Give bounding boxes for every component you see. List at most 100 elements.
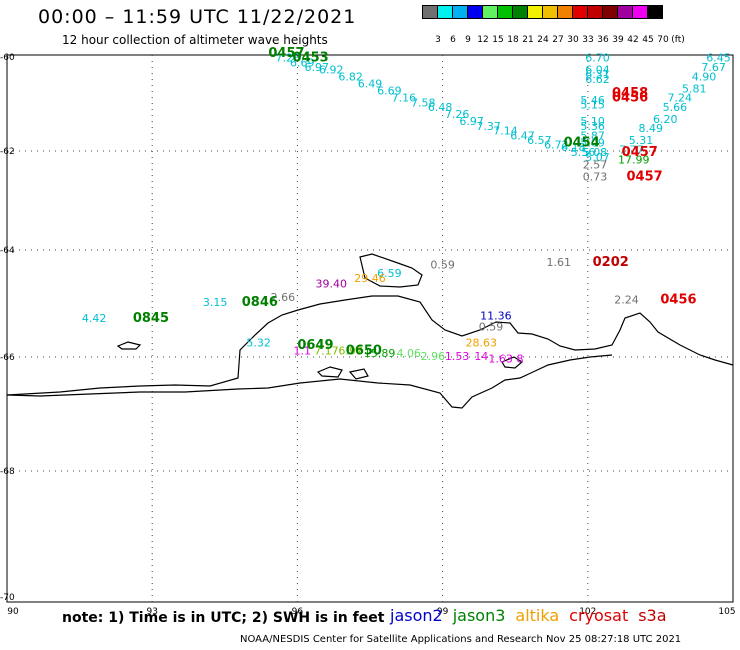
pass-time-label: 0457	[622, 145, 658, 160]
wave-height-value: 7.24	[668, 92, 693, 105]
island-small	[116, 341, 142, 350]
pass-time-label: 0457	[268, 46, 304, 61]
satellite-legend: jason2 jason3 altika cryosat s3a	[390, 606, 677, 625]
scale-label: 45	[642, 35, 654, 45]
pass-time-label: 0845	[133, 311, 169, 326]
wave-height-value: 5.09	[580, 136, 605, 149]
scale-label: 30	[567, 35, 579, 45]
wave-height-value: 5.36	[580, 120, 605, 133]
wave-height-value: 39.40	[316, 277, 348, 290]
wave-height-value: 0.59	[479, 320, 504, 333]
pass-time-label: 0457	[627, 170, 663, 185]
map-grid	[7, 55, 733, 602]
wave-height-value: 6.72	[544, 139, 569, 152]
wave-height-value: 7.14	[493, 125, 518, 138]
wave-height-value: 7.77	[619, 143, 644, 156]
scale-label: 15	[492, 35, 504, 45]
wave-height-value: 6.31	[585, 68, 610, 81]
wave-height-value: 6.18	[561, 141, 586, 154]
wave-height-value: 6.45	[706, 52, 731, 65]
scale-swatch	[647, 5, 663, 19]
longitude-label: 96	[292, 607, 304, 617]
antarctic-coastline	[6, 253, 734, 409]
pass-time-label: 0454	[564, 135, 600, 150]
satellite-legend-item: s3a	[638, 606, 667, 625]
wave-height-value: 6.20	[653, 113, 678, 126]
wave-height-value: 8	[517, 353, 524, 366]
wave-height-value: 7.67	[701, 61, 726, 74]
scale-label: 27	[552, 35, 564, 45]
wave-height-value: 5.07	[585, 151, 610, 164]
wave-height-value: 0.59	[430, 259, 455, 272]
scale-label: 24	[537, 35, 549, 45]
wave-height-value: 1.53	[445, 350, 470, 363]
coastline-south	[6, 354, 613, 409]
wave-height-value: 0.73	[583, 171, 608, 184]
latitude-label: -68	[0, 467, 15, 477]
pass-time-label: 0846	[242, 295, 278, 310]
scale-label: 33	[582, 35, 594, 45]
longitude-label: 99	[437, 607, 449, 617]
scale-label: 70	[657, 35, 669, 45]
scale-label: 36	[597, 35, 609, 45]
satellite-legend-item: jason2	[390, 606, 443, 625]
latitude-label: -60	[0, 53, 15, 63]
scale-label: (ft)	[671, 35, 685, 45]
wave-height-value: 6.69	[377, 85, 402, 98]
wave-height-value: 2.24	[614, 294, 639, 307]
wave-height-value: 1.61	[547, 256, 572, 269]
scale-label: 18	[507, 35, 519, 45]
wave-height-value: 7.58	[411, 96, 436, 109]
wave-height-value: 7.16	[392, 92, 417, 105]
wave-height-value: 2.57	[583, 158, 608, 171]
wave-height-value: 4.42	[82, 312, 107, 325]
wave-height-value: 8.49	[638, 122, 663, 135]
wave-height-value: 6.59	[377, 267, 402, 280]
pass-time-label: 0453	[293, 51, 329, 66]
wave-height-value: 5.08	[583, 146, 608, 159]
longitude-label: 90	[7, 607, 19, 617]
wave-height-value: 6.48	[428, 101, 453, 114]
island-inlet-a	[316, 366, 343, 378]
island-inlet-b	[348, 368, 369, 380]
latitude-label: -70	[0, 593, 15, 603]
map-subtitle: 12 hour collection of altimeter wave hei…	[62, 33, 328, 47]
footnote: note: 1) Time is in UTC; 2) SWH is in fe…	[62, 610, 385, 626]
wave-height-value: 6.57	[527, 134, 552, 147]
wave-height-value: 7.28	[275, 52, 300, 65]
wave-height-value: 6.97	[338, 344, 363, 357]
wave-height-value: 6.82	[338, 71, 363, 84]
wave-height-value: 5.81	[682, 82, 707, 95]
wave-height-value: 3.15	[203, 296, 228, 309]
wave-height-value: 28.63	[466, 336, 498, 349]
wave-height-value: 6.47	[510, 129, 535, 142]
wave-height-value: 6.62	[585, 73, 610, 86]
pass-time-label: 0458	[612, 86, 648, 101]
pass-time-label: 0456	[612, 91, 648, 106]
wave-height-value: 5.10	[580, 115, 605, 128]
wave-height-value: 6.92	[319, 63, 344, 76]
wave-height-value: 6.70	[585, 52, 610, 65]
wave-height-value: 4.06	[396, 347, 421, 360]
wave-height-value: 6.04	[585, 63, 610, 76]
wave-height-value: 11.36	[480, 310, 512, 323]
pass-time-label: 0456	[660, 293, 696, 308]
satellite-legend-item: jason3	[452, 606, 506, 625]
wave-height-value: 5.66	[663, 101, 688, 114]
wave-height-value: 7.26	[445, 108, 470, 121]
wave-height-value: 2.96	[421, 350, 446, 363]
wave-height-value: 6.97	[459, 115, 484, 128]
island-iceberg	[359, 253, 423, 288]
longitude-label: 93	[146, 607, 157, 617]
wave-height-value: 5.56	[571, 146, 596, 159]
wave-height-value: 15.89	[364, 347, 396, 360]
wave-height-value: 5.31	[629, 134, 654, 147]
wave-height-value: 6.69	[290, 56, 315, 69]
wave-height-value: 14	[474, 350, 488, 363]
scale-label: 9	[465, 35, 471, 45]
map-title: 00:00 – 11:59 UTC 11/22/2021	[38, 6, 357, 28]
scale-label: 3	[435, 35, 441, 45]
satellite-legend-item: cryosat	[569, 606, 629, 625]
wave-height-value: 6.49	[358, 78, 383, 91]
